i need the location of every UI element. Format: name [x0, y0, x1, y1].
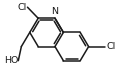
- Text: Cl: Cl: [106, 42, 116, 51]
- Text: HO: HO: [4, 56, 18, 65]
- Text: Cl: Cl: [18, 3, 27, 12]
- Text: N: N: [52, 7, 59, 16]
